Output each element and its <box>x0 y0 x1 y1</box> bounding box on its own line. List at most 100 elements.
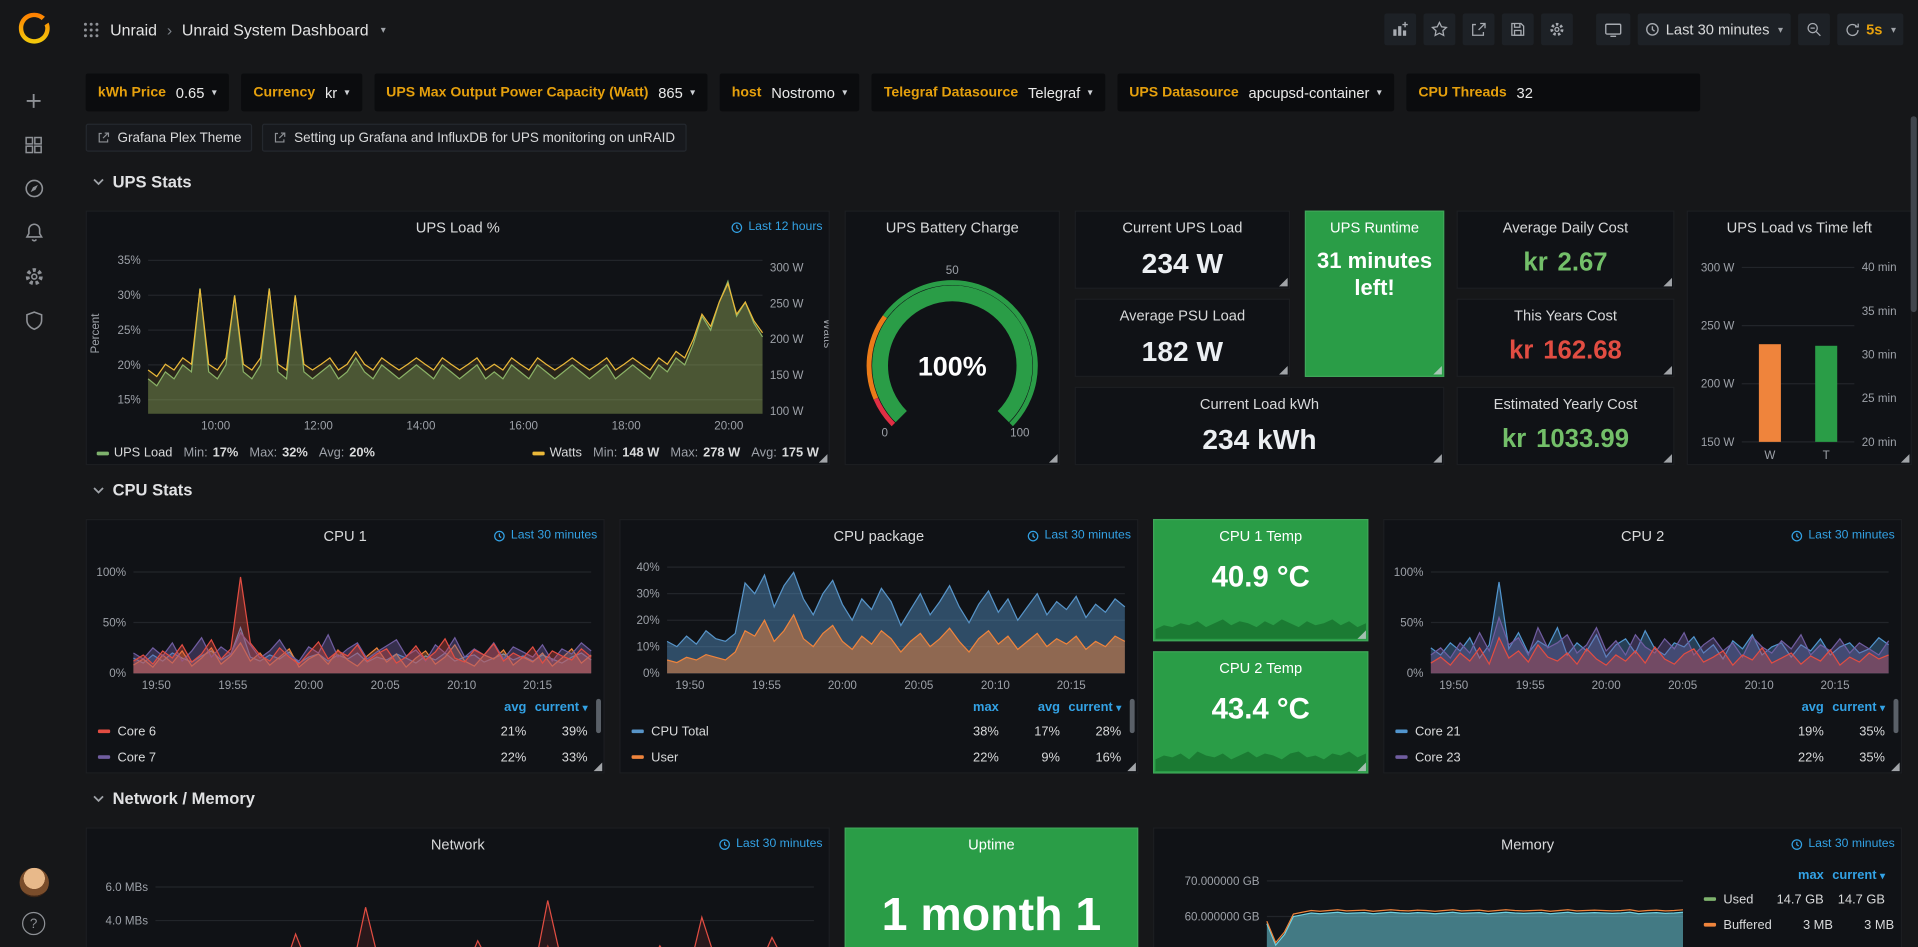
panel-title[interactable]: This Years Cost <box>1514 307 1617 325</box>
star-dashboard-button[interactable] <box>1423 13 1456 46</box>
legend-sort-max[interactable]: max <box>973 699 999 715</box>
panel-title[interactable]: Network <box>430 835 485 854</box>
help-icon[interactable]: ? <box>22 911 46 936</box>
panel-cpu1-temp: CPU 1 Temp 40.9 °C <box>1153 518 1369 642</box>
variable-kwh-price[interactable]: kWh Price 0.65 ▾ <box>85 73 229 112</box>
variable-ups-datasource[interactable]: UPS Datasource apcupsd-container ▾ <box>1116 73 1394 112</box>
zoom-out-button[interactable] <box>1797 13 1830 46</box>
refresh-interval-label[interactable]: 5s <box>1866 20 1883 38</box>
ups-load-chart[interactable]: 35% 30% 25% 20% 15% 300 W 250 W 200 W 150 W 100 W… <box>87 244 829 435</box>
panel-title[interactable]: UPS Battery Charge <box>885 219 1019 237</box>
panel-time-override[interactable]: Last 12 hours <box>731 212 823 244</box>
legend-sort-max[interactable]: max <box>1798 867 1824 882</box>
legend-sort-current[interactable]: current ▾ <box>1832 867 1885 882</box>
series-color-swatch <box>1703 897 1717 901</box>
legend-row[interactable]: Used 14.7 GB 14.7 GB <box>1703 886 1885 912</box>
legend-row[interactable]: User 22% 9% 16% <box>631 744 1121 770</box>
legend-sort-current[interactable]: current ▾ <box>534 699 588 715</box>
panel-title[interactable]: UPS Runtime <box>1330 219 1420 237</box>
panel-title[interactable]: Memory <box>1501 835 1555 854</box>
server-admin-shield-icon[interactable] <box>13 300 55 342</box>
alerting-bell-icon[interactable] <box>13 212 55 254</box>
panel-title[interactable]: Current Load kWh <box>1199 395 1320 413</box>
panel-title[interactable]: Average PSU Load <box>1119 307 1246 325</box>
panel-time-override[interactable]: Last 30 minutes <box>1791 520 1895 552</box>
variable-cpu-threads[interactable]: CPU Threads 32 <box>1406 73 1701 112</box>
panel-title[interactable]: CPU 2 Temp <box>1219 659 1303 677</box>
panel-title[interactable]: Uptime <box>968 835 1015 854</box>
legend-item-ups-load[interactable]: UPS Load Min: 17% Max: 32% Avg: 20% <box>96 446 375 460</box>
dashboard-settings-button[interactable] <box>1540 13 1573 46</box>
legend-row[interactable]: CPU Total 38% 17% 28% <box>631 718 1121 744</box>
legend-item-watts[interactable]: Watts Min: 148 W Max: 278 W Avg: 175 W <box>532 446 819 460</box>
panel-title[interactable]: UPS Load vs Time left <box>1726 219 1872 237</box>
cpu-threads-input[interactable]: 32 <box>1516 83 1533 101</box>
legend-scrollbar[interactable] <box>596 698 601 734</box>
add-panel-button[interactable] <box>1384 13 1417 46</box>
legend-header-row: max avg current ▾ <box>632 695 1122 718</box>
section-network-memory[interactable]: Network / Memory <box>92 789 255 808</box>
grafana-logo-icon[interactable] <box>15 10 52 47</box>
legend-row[interactable]: Core 6 21% 39% <box>97 718 588 744</box>
time-range-picker[interactable]: Last 30 minutes ▾ <box>1637 13 1791 46</box>
panel-title[interactable]: CPU 1 Temp <box>1219 527 1303 545</box>
legend-row[interactable]: Core 23 22% 35% <box>1395 744 1885 770</box>
legend-sort-current[interactable]: current ▾ <box>1068 699 1122 715</box>
panel-title[interactable]: Current UPS Load <box>1122 219 1243 237</box>
legend-sort-avg[interactable]: avg <box>504 699 527 715</box>
panel-title[interactable]: UPS Load % <box>415 219 500 237</box>
panel-title[interactable]: Estimated Yearly Cost <box>1493 395 1638 413</box>
variable-currency[interactable]: Currency kr ▾ <box>241 73 362 112</box>
cpu-package-chart[interactable]: 40% 30% 20% 10% 0% 19:50 19:55 20:00 20:05 20:10 2… <box>621 552 1138 694</box>
panel-title[interactable]: CPU 2 <box>1620 527 1665 545</box>
battery-gauge[interactable]: 0 50 100 100% <box>846 244 1059 462</box>
dashboard-title[interactable]: Unraid System Dashboard <box>181 20 369 39</box>
panel-time-override[interactable]: Last 30 minutes <box>1027 520 1131 552</box>
share-dashboard-button[interactable] <box>1462 13 1495 46</box>
svg-text:150 W: 150 W <box>770 369 804 382</box>
legend-sort-avg[interactable]: avg <box>1801 699 1824 715</box>
panel-time-override[interactable]: Last 30 minutes <box>494 520 597 552</box>
variable-label: UPS Max Output Power Capacity (Watt) <box>386 85 649 100</box>
variable-telegraf-datasource[interactable]: Telegraf Datasource Telegraf ▾ <box>871 73 1105 112</box>
legend-row[interactable]: Core 7 22% 33% <box>97 744 588 770</box>
panel-time-override[interactable]: Last 30 minutes <box>719 829 823 861</box>
tv-mode-button[interactable] <box>1595 13 1631 46</box>
cpu1-chart[interactable]: 100% 50% 0% 19:50 19:55 20:00 20:05 20:10 20:15 <box>87 552 604 694</box>
create-plus-icon[interactable] <box>13 80 55 122</box>
legend-sort-current[interactable]: current ▾ <box>1832 699 1885 715</box>
refresh-button[interactable]: 5s ▾ <box>1836 13 1904 46</box>
save-dashboard-button[interactable] <box>1501 13 1534 46</box>
user-avatar[interactable] <box>18 867 49 898</box>
legend-sort-avg[interactable]: avg <box>1037 699 1060 715</box>
panel-title[interactable]: CPU 1 <box>323 527 367 545</box>
legend-row[interactable]: Core 21 19% 35% <box>1395 718 1885 744</box>
configuration-gear-icon[interactable] <box>13 256 55 298</box>
variable-ups-max-output[interactable]: UPS Max Output Power Capacity (Watt) 865… <box>373 73 708 112</box>
section-cpu-stats[interactable]: CPU Stats <box>92 481 192 499</box>
panel-title[interactable]: CPU package <box>833 527 925 545</box>
panel-title[interactable]: Average Daily Cost <box>1502 219 1629 237</box>
link-ups-monitoring-guide[interactable]: Setting up Grafana and InfluxDB for UPS … <box>262 123 687 152</box>
ups-load-legend: UPS Load Min: 17% Max: 32% Avg: 20% Watts M… <box>96 446 819 460</box>
breadcrumb-app[interactable]: Unraid <box>110 20 158 39</box>
legend-row[interactable]: Buffered 3 MB 3 MB <box>1703 912 1894 938</box>
dashboards-icon[interactable] <box>13 124 55 166</box>
link-grafana-plex-theme[interactable]: Grafana Plex Theme <box>85 123 253 152</box>
panel-time-override[interactable]: Last 30 minutes <box>1791 829 1895 861</box>
sidebar-bottom: ? <box>18 867 49 936</box>
apps-grid-icon[interactable] <box>82 20 100 38</box>
variable-host[interactable]: host Nostromo ▾ <box>719 73 860 112</box>
cpu2-chart[interactable]: 100% 50% 0% 19:50 19:55 20:00 20:05 20:10 20:15 <box>1384 552 1901 694</box>
section-ups-stats[interactable]: UPS Stats <box>92 173 192 191</box>
sidebar: ? <box>0 0 67 947</box>
legend-scrollbar[interactable] <box>1893 698 1899 734</box>
explore-compass-icon[interactable] <box>13 168 55 210</box>
breadcrumb[interactable]: Unraid › Unraid System Dashboard ▾ <box>82 20 386 39</box>
series-color-swatch <box>631 729 644 734</box>
legend-scrollbar[interactable] <box>1129 698 1135 734</box>
ups-vs-time-bars[interactable]: 300 W 250 W 200 W 150 W 40 min 35 min 30 min 25… <box>1688 244 1911 464</box>
page-scrollbar[interactable] <box>1910 116 1917 313</box>
